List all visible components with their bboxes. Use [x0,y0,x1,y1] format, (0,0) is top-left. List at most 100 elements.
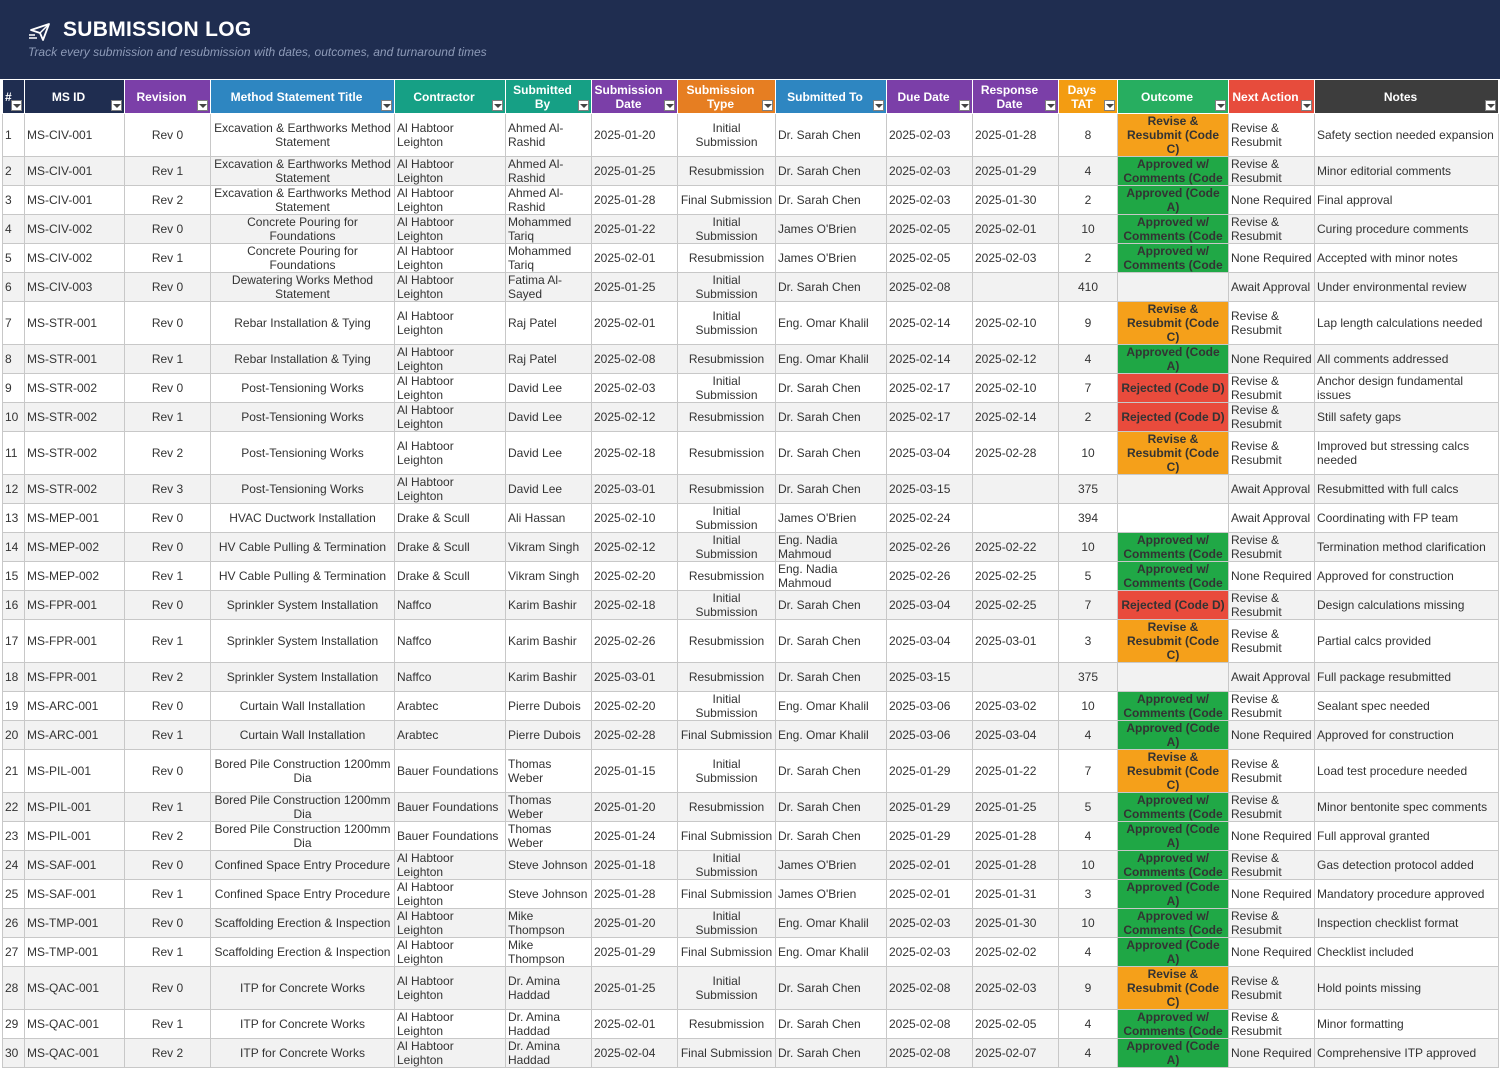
submission-date-cell[interactable]: 2025-01-24 [591,821,678,851]
title-cell[interactable]: Post-Tensioning Works [210,474,395,504]
submitted-by-cell[interactable]: Karim Bashir [505,619,592,663]
notes-cell[interactable]: Inspection checklist format [1314,908,1499,938]
outcome-cell[interactable]: Approved w/ Comments (Code [1117,850,1229,880]
title-cell[interactable]: ITP for Concrete Works [210,1038,395,1068]
revision-cell[interactable]: Rev 0 [124,850,211,880]
next-action-cell[interactable]: None Required [1228,821,1315,851]
response-date-cell[interactable]: 2025-02-10 [972,373,1059,403]
filter-dropdown-icon[interactable] [664,100,675,111]
submitted-by-cell[interactable]: Pierre Dubois [505,691,592,721]
revision-cell[interactable]: Rev 1 [124,792,211,822]
revision-cell[interactable]: Rev 1 [124,1009,211,1039]
outcome-cell[interactable]: Revise & Resubmit (Code C) [1117,431,1229,475]
title-cell[interactable]: Excavation & Earthworks Method Statement [210,156,395,186]
ms-id-cell[interactable]: MS-STR-001 [24,344,125,374]
revision-cell[interactable]: Rev 1 [124,879,211,909]
row-number[interactable]: 15 [2,561,25,591]
due-date-cell[interactable]: 2025-03-15 [886,662,973,692]
next-action-cell[interactable]: None Required [1228,1038,1315,1068]
response-date-cell[interactable] [972,474,1059,504]
outcome-cell[interactable]: Rejected (Code D) [1117,373,1229,403]
outcome-cell[interactable]: Approved (Code A) [1117,1038,1229,1068]
revision-cell[interactable]: Rev 1 [124,156,211,186]
submitted-by-cell[interactable]: Thomas Weber [505,821,592,851]
submission-date-cell[interactable]: 2025-02-12 [591,402,678,432]
next-action-cell[interactable]: Revise & Resubmit [1228,373,1315,403]
contractor-cell[interactable]: Bauer Foundations [394,792,506,822]
outcome-cell[interactable]: Approved (Code A) [1117,879,1229,909]
response-date-cell[interactable]: 2025-03-04 [972,720,1059,750]
revision-cell[interactable]: Rev 0 [124,532,211,562]
ms-id-cell[interactable]: MS-ARC-001 [24,720,125,750]
due-date-cell[interactable]: 2025-02-14 [886,301,973,345]
title-cell[interactable]: HVAC Ductwork Installation [210,503,395,533]
submitted-by-cell[interactable]: Raj Patel [505,301,592,345]
submitted-to-cell[interactable]: Eng. Omar Khalil [775,908,887,938]
response-date-cell[interactable]: 2025-02-01 [972,214,1059,244]
contractor-cell[interactable]: Naffco [394,619,506,663]
revision-cell[interactable]: Rev 1 [124,402,211,432]
next-action-cell[interactable]: Revise & Resubmit [1228,749,1315,793]
title-cell[interactable]: Dewatering Works Method Statement [210,272,395,302]
title-cell[interactable]: Rebar Installation & Tying [210,301,395,345]
contractor-cell[interactable]: Al Habtoor Leighton [394,344,506,374]
submission-type-cell[interactable]: Final Submission [677,1038,776,1068]
row-number[interactable]: 21 [2,749,25,793]
row-number[interactable]: 8 [2,344,25,374]
submitted-to-cell[interactable]: James O'Brien [775,243,887,273]
response-date-cell[interactable]: 2025-01-28 [972,850,1059,880]
days-tat-cell[interactable]: 7 [1058,590,1118,620]
due-date-cell[interactable]: 2025-01-29 [886,792,973,822]
ms-id-cell[interactable]: MS-FPR-001 [24,590,125,620]
revision-cell[interactable]: Rev 2 [124,662,211,692]
outcome-cell[interactable]: Approved (Code A) [1117,344,1229,374]
next-action-cell[interactable]: Await Approval [1228,474,1315,504]
outcome-cell[interactable]: Approved (Code A) [1117,720,1229,750]
title-cell[interactable]: Sprinkler System Installation [210,619,395,663]
ms-id-cell[interactable]: MS-CIV-001 [24,113,125,157]
revision-cell[interactable]: Rev 0 [124,749,211,793]
submitted-to-cell[interactable]: Dr. Sarah Chen [775,402,887,432]
notes-cell[interactable]: Minor bentonite spec comments [1314,792,1499,822]
filter-dropdown-icon[interactable] [197,100,208,111]
notes-cell[interactable]: Approved for construction [1314,720,1499,750]
due-date-cell[interactable]: 2025-02-26 [886,561,973,591]
due-date-cell[interactable]: 2025-03-06 [886,691,973,721]
response-date-cell[interactable]: 2025-01-29 [972,156,1059,186]
outcome-cell[interactable] [1117,503,1229,533]
contractor-cell[interactable]: Al Habtoor Leighton [394,1009,506,1039]
submission-date-cell[interactable]: 2025-02-01 [591,301,678,345]
revision-cell[interactable]: Rev 0 [124,503,211,533]
revision-cell[interactable]: Rev 2 [124,185,211,215]
due-date-cell[interactable]: 2025-02-01 [886,850,973,880]
days-tat-cell[interactable]: 4 [1058,1038,1118,1068]
submission-type-cell[interactable]: Resubmission [677,619,776,663]
submission-type-cell[interactable]: Initial Submission [677,691,776,721]
days-tat-cell[interactable]: 4 [1058,937,1118,967]
submission-date-cell[interactable]: 2025-02-26 [591,619,678,663]
next-action-cell[interactable]: Revise & Resubmit [1228,908,1315,938]
submission-type-cell[interactable]: Resubmission [677,431,776,475]
due-date-cell[interactable]: 2025-02-03 [886,185,973,215]
title-cell[interactable]: Confined Space Entry Procedure [210,879,395,909]
notes-cell[interactable]: Resubmitted with full calcs [1314,474,1499,504]
ms-id-cell[interactable]: MS-STR-002 [24,474,125,504]
revision-cell[interactable]: Rev 0 [124,691,211,721]
filter-dropdown-icon[interactable] [1485,100,1496,111]
submitted-by-cell[interactable]: Dr. Amina Haddad [505,1009,592,1039]
submitted-to-cell[interactable]: Eng. Nadia Mahmoud [775,561,887,591]
response-date-cell[interactable]: 2025-01-28 [972,821,1059,851]
days-tat-cell[interactable]: 10 [1058,532,1118,562]
contractor-cell[interactable]: Al Habtoor Leighton [394,937,506,967]
outcome-cell[interactable]: Approved w/ Comments (Code [1117,214,1229,244]
row-number[interactable]: 29 [2,1009,25,1039]
title-cell[interactable]: HV Cable Pulling & Termination [210,561,395,591]
submitted-to-cell[interactable]: Eng. Omar Khalil [775,691,887,721]
ms-id-cell[interactable]: MS-PIL-001 [24,821,125,851]
revision-cell[interactable]: Rev 0 [124,966,211,1010]
submitted-by-cell[interactable]: Thomas Weber [505,792,592,822]
submitted-by-cell[interactable]: Raj Patel [505,344,592,374]
submission-date-cell[interactable]: 2025-03-01 [591,474,678,504]
filter-dropdown-icon[interactable] [11,100,22,111]
submitted-to-cell[interactable]: Eng. Omar Khalil [775,937,887,967]
